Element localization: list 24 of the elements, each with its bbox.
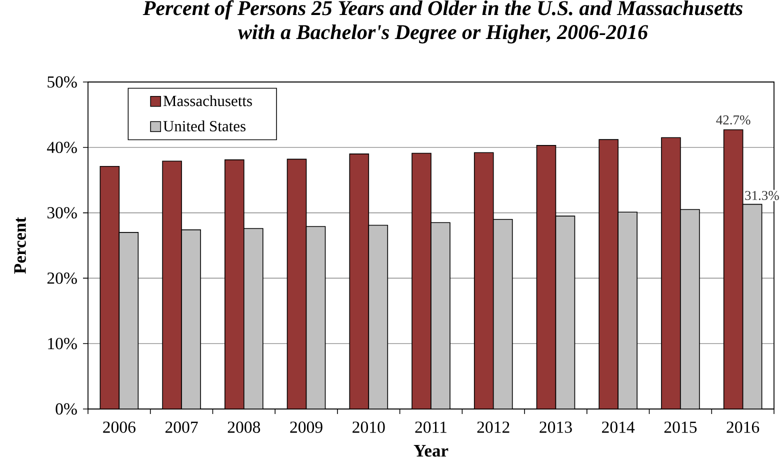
chart-title: Percent of Persons 25 Years and Older in the U.S. and Massachusetts with a Bachelor's Degree or Higher, 2006-2016 — [142, 0, 742, 44]
x-tick-label: 2016 — [726, 422, 760, 433]
y-tick-label: 0% — [56, 403, 77, 415]
x-axis-title: Year — [414, 445, 448, 457]
x-tick-label: 2011 — [415, 422, 446, 433]
y-tick-label: 30% — [47, 207, 77, 218]
x-tick-label: 2007 — [165, 422, 198, 433]
x-tick-label: 2006 — [103, 422, 136, 433]
data-label: 31.3% — [745, 190, 779, 200]
y-tick-label: 10% — [48, 338, 77, 350]
data-label: 42.7% — [716, 115, 750, 125]
x-tick-label: 2014 — [602, 422, 635, 433]
x-tick-label: 2015 — [664, 422, 697, 433]
legend-label: United States — [163, 120, 246, 132]
x-tick-label: 2010 — [352, 422, 385, 433]
x-tick-label: 2013 — [540, 422, 572, 433]
x-tick-label: 2008 — [228, 422, 260, 433]
y-axis-title: Percent — [14, 217, 26, 274]
x-tick-label: 2009 — [290, 422, 322, 433]
y-tick-label: 40% — [47, 142, 77, 154]
y-tick-label: 50% — [48, 76, 77, 88]
legend-label: Massachusetts — [163, 95, 252, 106]
x-tick-label: 2012 — [477, 422, 510, 433]
y-tick-label: 20% — [47, 272, 77, 284]
